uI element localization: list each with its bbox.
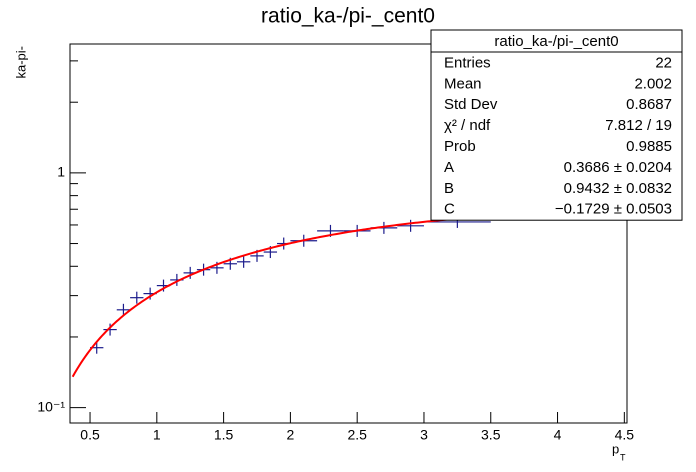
stats-value: 0.3686 ± 0.0204 [564, 159, 672, 176]
x-tick-label: 3.5 [481, 427, 501, 443]
stats-value: 0.9885 [626, 138, 672, 155]
stats-value: 7.812 / 19 [605, 117, 672, 134]
x-tick-label: 1.5 [214, 427, 234, 443]
x-tick-label: 2.5 [347, 427, 367, 443]
y-axis-title: ka-pi- [13, 46, 28, 79]
x-tick-label: 3 [420, 427, 428, 443]
x-tick-label: 4 [554, 427, 562, 443]
stats-value: −0.1729 ± 0.0503 [555, 201, 672, 218]
stats-background [430, 29, 683, 221]
stats-label: χ² / ndf [444, 117, 491, 134]
fit-curve [71, 214, 491, 378]
x-tick-label: 0.5 [80, 427, 100, 443]
stats-value: 0.9432 ± 0.0832 [564, 180, 672, 197]
plot-frame [69, 43, 628, 424]
stats-value: 2.002 [634, 75, 672, 92]
stats-label: Prob [444, 138, 476, 155]
stats-value: 0.8687 [626, 96, 672, 113]
chart-title: ratio_ka-/pi-_cent0 [261, 5, 435, 28]
x-tick-label: 2 [286, 427, 294, 443]
y-tick-label: 10⁻¹ [37, 398, 65, 414]
x-tick-label: 4.5 [615, 427, 635, 443]
stats-title: ratio_ka-/pi-_cent0 [494, 33, 618, 50]
stats-label: Mean [444, 75, 482, 92]
x-axis-title-sub: T [620, 452, 626, 462]
stats-label: Std Dev [444, 96, 498, 113]
stats-label: Entries [444, 54, 491, 71]
stats-label: A [444, 159, 454, 176]
x-axis-title: p [612, 441, 619, 456]
stats-value: 22 [655, 54, 672, 71]
x-tick-label: 1 [153, 427, 161, 443]
y-tick-label: 1 [57, 164, 65, 180]
stats-label: C [444, 201, 455, 218]
stats-label: B [444, 180, 454, 197]
